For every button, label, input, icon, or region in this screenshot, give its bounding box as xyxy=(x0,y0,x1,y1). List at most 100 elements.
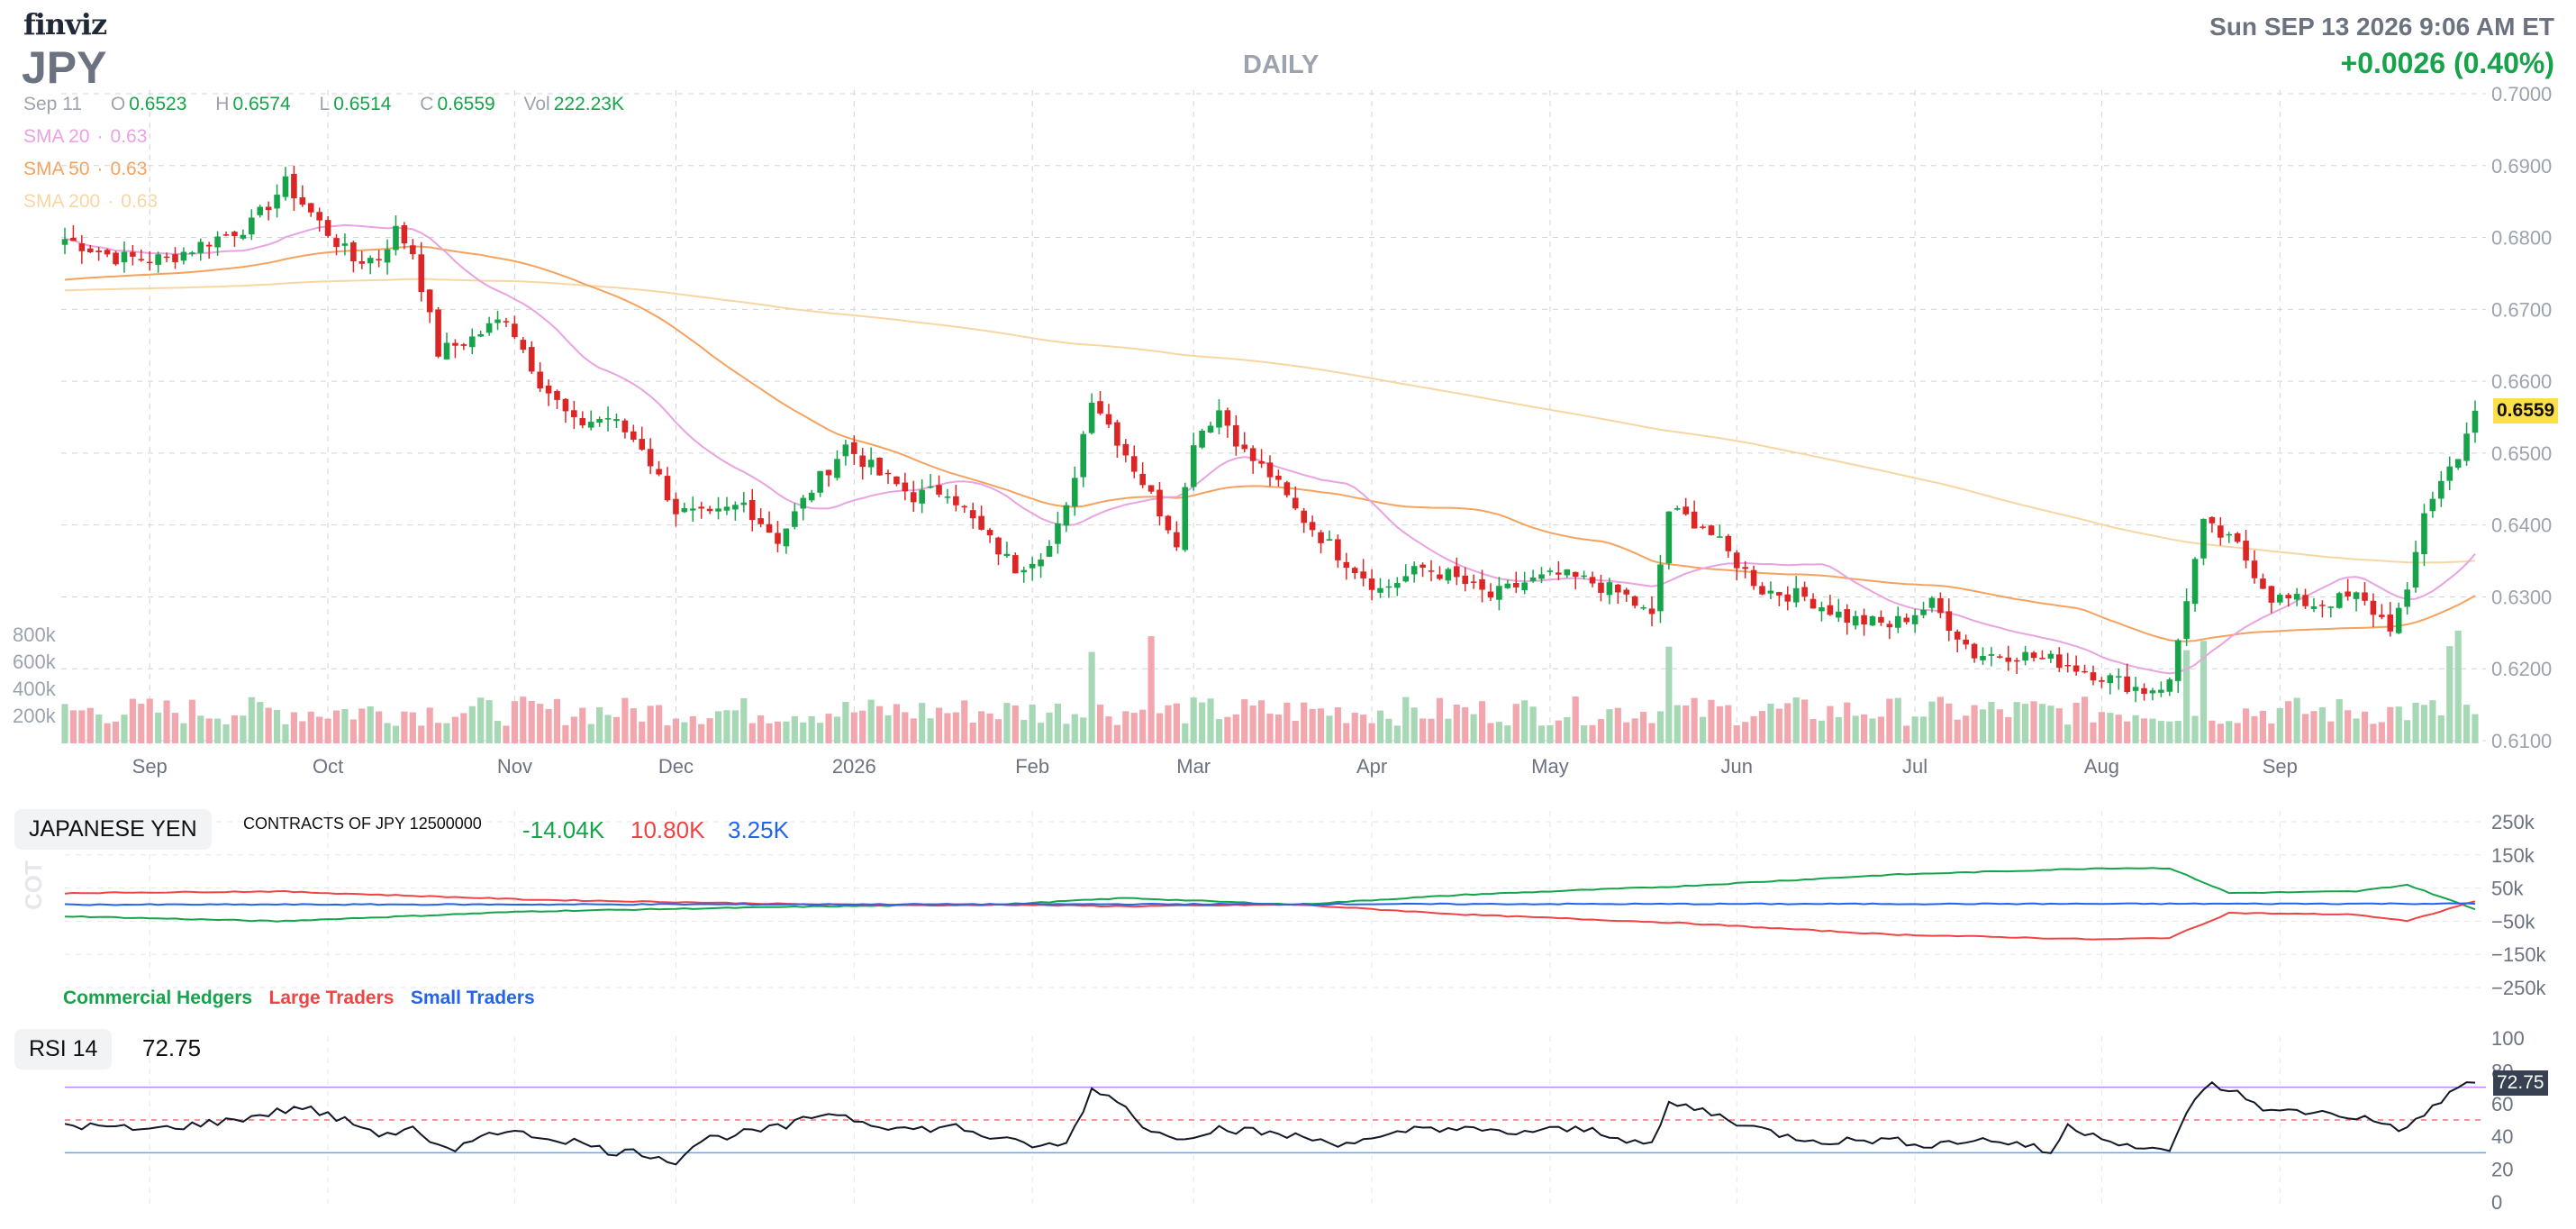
volume-bar xyxy=(774,721,782,743)
volume-bar xyxy=(1886,698,1893,743)
volume-bar xyxy=(307,711,314,743)
candle-body xyxy=(1182,487,1189,551)
month-tick-label: Feb xyxy=(1015,755,1049,778)
cot-title[interactable]: JAPANESE YEN xyxy=(14,809,212,850)
sma200-legend[interactable]: SMA 200 · 0.63 xyxy=(23,191,159,212)
volume-bar xyxy=(1368,723,1375,743)
candle-body xyxy=(189,252,195,254)
volume-bar xyxy=(401,711,408,743)
legend-small-traders[interactable]: Small Traders xyxy=(410,988,535,1008)
candle-body xyxy=(953,496,959,505)
candle-body xyxy=(1717,536,1723,538)
volume-bar xyxy=(443,723,450,743)
candle-body xyxy=(1470,581,1477,583)
candle-body xyxy=(1088,402,1095,433)
volume-bar xyxy=(766,723,773,743)
volume-bar xyxy=(324,718,331,743)
candle-body xyxy=(2285,595,2292,599)
candle-body xyxy=(2412,551,2419,587)
volume-bar xyxy=(1130,713,1138,743)
legend-commercial-hedgers[interactable]: Commercial Hedgers xyxy=(63,988,253,1008)
volume-bar xyxy=(2038,704,2046,743)
volume-bar xyxy=(129,698,136,743)
candle-body xyxy=(1394,583,1401,588)
volume-bar xyxy=(2005,716,2012,743)
volume-bar xyxy=(639,721,646,743)
timeframe-label[interactable]: DAILY xyxy=(1243,50,1320,79)
close-key: C xyxy=(420,94,434,114)
volume-bar xyxy=(1946,703,1953,743)
price-tick-label: 0.7000 xyxy=(2491,83,2552,105)
candle-body xyxy=(995,537,1002,555)
month-tick-label: Mar xyxy=(1176,755,1211,778)
legend-large-traders[interactable]: Large Traders xyxy=(268,988,395,1008)
volume-bar xyxy=(332,710,340,743)
volume-bar xyxy=(1402,696,1410,743)
close-value: 0.6559 xyxy=(437,94,495,114)
finviz-logo[interactable]: finviz xyxy=(23,7,107,41)
candle-body xyxy=(248,217,255,235)
rsi-line xyxy=(64,1080,2476,1166)
candle-body xyxy=(1742,567,1748,569)
candle-body xyxy=(2387,614,2394,632)
candle-body xyxy=(1114,422,1120,446)
candle-body xyxy=(2370,600,2377,615)
volume-bar xyxy=(1376,710,1384,743)
candle-body xyxy=(1980,655,1986,660)
candle-body xyxy=(384,249,391,263)
volume-bar xyxy=(511,701,518,743)
candle-body xyxy=(1836,611,1842,618)
sma20-label: SMA 20 xyxy=(23,126,90,147)
candle-body xyxy=(1691,511,1698,529)
volume-bar xyxy=(1971,705,1978,743)
candle-body xyxy=(265,206,272,211)
volume-bar xyxy=(2243,708,2250,743)
price-tick-label: 0.6800 xyxy=(2491,227,2552,250)
volume-bar xyxy=(316,716,323,743)
rsi-tick-label: 40 xyxy=(2491,1125,2513,1148)
volume-bar xyxy=(1699,716,1707,743)
volume-bar xyxy=(2098,712,2105,743)
volume-bar xyxy=(2336,698,2343,743)
rsi-title[interactable]: RSI 14 xyxy=(14,1029,113,1070)
candle-body xyxy=(2124,676,2130,693)
volume-bar xyxy=(978,711,985,743)
cot-legend: Commercial Hedgers Large Traders Small T… xyxy=(63,988,548,1009)
volume-bar xyxy=(163,700,170,743)
candle-body xyxy=(2107,675,2114,684)
candle-body xyxy=(1360,571,1366,578)
candle-body xyxy=(1547,570,1554,572)
candle-body xyxy=(1266,462,1274,478)
candle-body xyxy=(723,506,730,511)
candle-body xyxy=(1487,591,1494,598)
volume-bar xyxy=(1241,699,1248,743)
candle-body xyxy=(358,261,366,264)
sma20-legend[interactable]: SMA 20 · 0.63 xyxy=(23,126,148,147)
candle-body xyxy=(113,252,119,265)
volume-bar xyxy=(1673,705,1681,743)
candle-body xyxy=(435,309,441,357)
volume-bar xyxy=(460,713,467,743)
candle-body xyxy=(2302,595,2308,606)
candle-body xyxy=(2149,690,2156,694)
volume-bar xyxy=(358,708,366,743)
volume-bar xyxy=(1487,723,1494,743)
volume-bar xyxy=(1453,705,1460,743)
candle-body xyxy=(1224,410,1231,426)
volume-bar xyxy=(1122,711,1129,743)
volume-bar xyxy=(875,706,884,743)
volume-bar xyxy=(1428,718,1435,743)
candle-body xyxy=(1038,559,1044,567)
candle-body xyxy=(1105,414,1112,425)
candle-body xyxy=(1479,578,1485,590)
candle-body xyxy=(2268,586,2275,603)
volume-bar xyxy=(2378,722,2385,743)
volume-bar xyxy=(376,711,383,743)
volume-bar xyxy=(1733,725,1740,743)
volume-bar xyxy=(1317,708,1325,743)
sma50-legend[interactable]: SMA 50 · 0.63 xyxy=(23,159,148,179)
cot-tick-label: 50k xyxy=(2491,878,2524,900)
candle-body xyxy=(452,342,458,346)
volume-bar xyxy=(2429,700,2436,743)
